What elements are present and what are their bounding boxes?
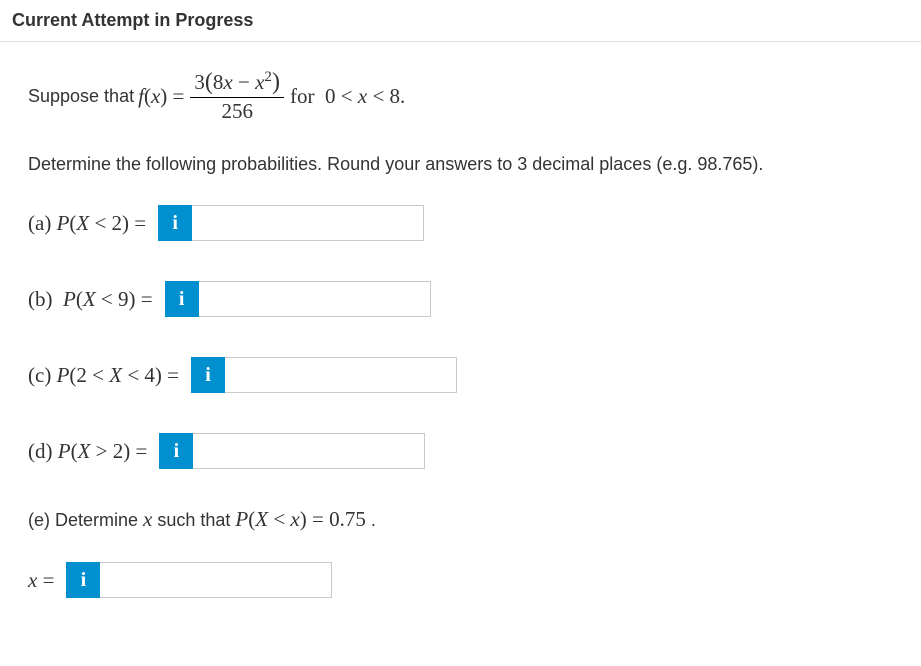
part-d-row: (d) P(X > 2) = i bbox=[28, 431, 893, 471]
formula-row: Suppose that f(x) = 3(8x − x2) 256 for 0… bbox=[28, 68, 893, 124]
info-icon[interactable]: i bbox=[158, 205, 192, 241]
formula-fraction: 3(8x − x2) 256 bbox=[190, 68, 284, 124]
formula-suffix: for 0 < x < 8. bbox=[290, 84, 405, 109]
part-c-input[interactable] bbox=[225, 357, 457, 393]
info-icon[interactable]: i bbox=[159, 433, 193, 469]
formula-lhs: f(x) = bbox=[138, 84, 184, 109]
header-title: Current Attempt in Progress bbox=[12, 10, 253, 30]
part-d-input[interactable] bbox=[193, 433, 425, 469]
part-b-row: (b) P(X < 9) = i bbox=[28, 279, 893, 319]
part-c-label: (c) P(2 < X < 4) = bbox=[28, 363, 179, 388]
info-icon[interactable]: i bbox=[191, 357, 225, 393]
part-e-input-label: x = bbox=[28, 568, 54, 593]
instruction-text: Determine the following probabilities. R… bbox=[28, 154, 893, 175]
part-e-row: x = i bbox=[28, 560, 893, 600]
part-e-input[interactable] bbox=[100, 562, 332, 598]
question-content: Suppose that f(x) = 3(8x − x2) 256 for 0… bbox=[0, 42, 921, 600]
formula-prefix: Suppose that bbox=[28, 86, 134, 107]
section-header: Current Attempt in Progress bbox=[0, 10, 921, 42]
info-icon[interactable]: i bbox=[165, 281, 199, 317]
part-a-label: (a) P(X < 2) = bbox=[28, 211, 146, 236]
part-d-label: (d) P(X > 2) = bbox=[28, 439, 147, 464]
part-a-input[interactable] bbox=[192, 205, 424, 241]
formula-denominator: 256 bbox=[217, 98, 257, 124]
part-c-row: (c) P(2 < X < 4) = i bbox=[28, 355, 893, 395]
info-icon[interactable]: i bbox=[66, 562, 100, 598]
part-b-input[interactable] bbox=[199, 281, 431, 317]
formula-numerator: 3(8x − x2) bbox=[190, 68, 284, 98]
part-e-text: (e) Determine x such that P(X < x) = 0.7… bbox=[28, 507, 893, 532]
part-a-row: (a) P(X < 2) = i bbox=[28, 203, 893, 243]
part-b-label: (b) P(X < 9) = bbox=[28, 287, 153, 312]
